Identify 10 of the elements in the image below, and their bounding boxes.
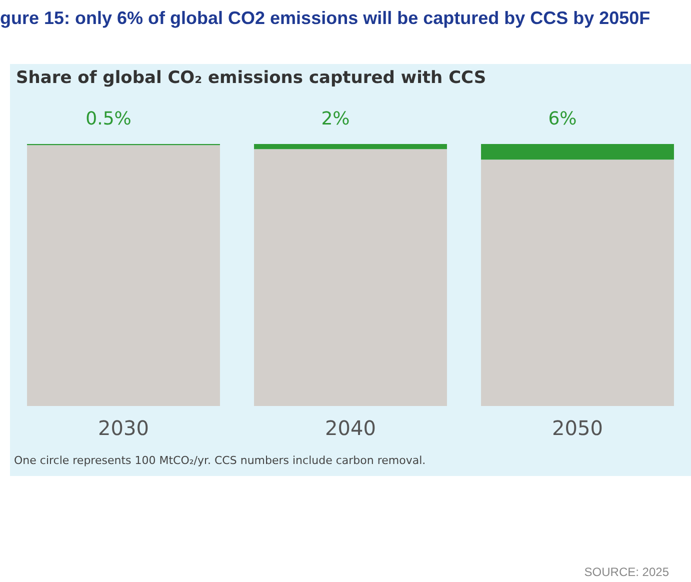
data-label: 0.5% <box>86 108 132 130</box>
x-tick-label: 2050 <box>552 416 603 440</box>
x-tick-label: 2040 <box>325 416 376 440</box>
chart-title: gure 15: only 6% of global CO2 emissions will be captured by CCS by 2050F <box>0 8 652 29</box>
text: One circle represents 100 MtCO₂/yr. CCS numbers include carbon removal. <box>14 454 426 467</box>
chart-subtitle: Share of global CO₂ emissions captured with CCS <box>16 68 486 88</box>
data-label: 2% <box>321 108 350 130</box>
x-tick-label: 2030 <box>98 416 149 440</box>
data-label: 6% <box>548 108 577 130</box>
source-note: SOURCE: 2025 <box>584 565 669 579</box>
